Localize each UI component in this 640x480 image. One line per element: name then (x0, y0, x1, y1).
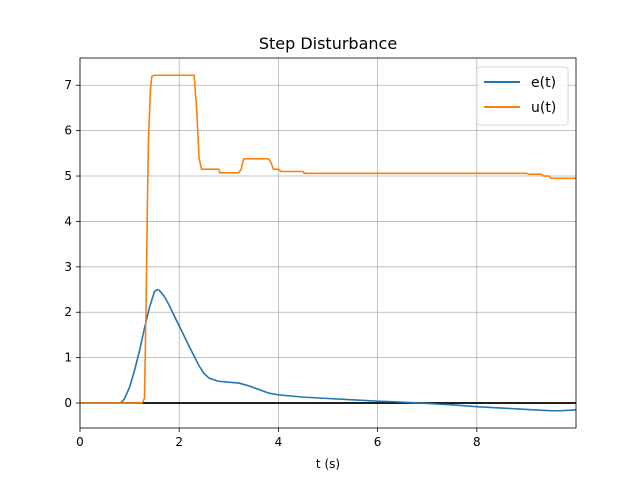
y-tick-label: 3 (64, 260, 72, 274)
y-tick-label: 6 (64, 124, 72, 138)
legend: e(t) u(t) (476, 66, 569, 126)
x-tick-label: 0 (76, 435, 84, 449)
y-tick-label: 7 (64, 78, 72, 92)
x-tick-label: 6 (374, 435, 382, 449)
series-line-u (80, 74, 576, 404)
x-tick-label: 2 (175, 435, 183, 449)
chart-title: Step Disturbance (259, 34, 397, 53)
axis-ticks: 0 2 4 6 8 0 1 2 3 4 5 6 7 (64, 78, 480, 449)
legend-label-e: e(t) (531, 75, 556, 91)
y-tick-label: 0 (64, 396, 72, 410)
series-line-e (80, 288, 577, 412)
x-tick-label: 4 (275, 435, 283, 449)
plot-frame (79, 57, 577, 429)
x-tick-label: 8 (473, 435, 481, 449)
plot-area (80, 74, 577, 412)
legend-label-u: u(t) (531, 100, 556, 116)
x-axis-label: t (s) (316, 457, 340, 471)
y-tick-label: 4 (64, 214, 72, 228)
y-tick-label: 1 (64, 351, 72, 365)
grid (79, 58, 576, 428)
y-tick-label: 2 (64, 305, 72, 319)
y-tick-label: 5 (64, 169, 72, 183)
